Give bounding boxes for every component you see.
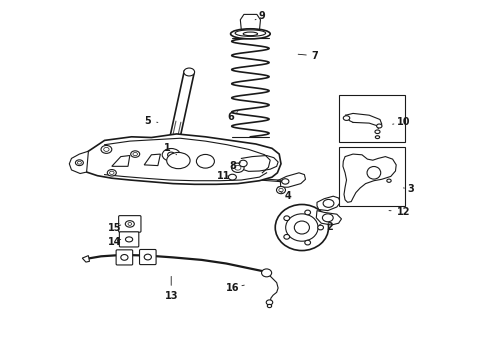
Polygon shape — [144, 154, 160, 166]
Ellipse shape — [268, 304, 271, 307]
Ellipse shape — [107, 170, 116, 176]
Polygon shape — [343, 154, 396, 202]
Text: 4: 4 — [280, 191, 292, 201]
Polygon shape — [240, 14, 261, 31]
Ellipse shape — [322, 214, 333, 222]
Text: 13: 13 — [165, 276, 178, 301]
Text: 9: 9 — [255, 11, 266, 21]
Ellipse shape — [133, 153, 138, 156]
Ellipse shape — [262, 269, 271, 277]
Ellipse shape — [284, 234, 290, 239]
Text: 16: 16 — [226, 283, 245, 293]
Ellipse shape — [276, 186, 286, 194]
Ellipse shape — [377, 124, 382, 128]
Ellipse shape — [104, 148, 109, 151]
Ellipse shape — [125, 221, 134, 227]
Text: 2: 2 — [319, 222, 333, 232]
FancyBboxPatch shape — [140, 249, 156, 265]
Polygon shape — [316, 211, 342, 225]
Bar — [339, 147, 405, 206]
Ellipse shape — [275, 204, 328, 251]
Ellipse shape — [243, 32, 258, 36]
Text: 7: 7 — [298, 51, 319, 61]
Ellipse shape — [231, 29, 270, 39]
Ellipse shape — [228, 174, 236, 180]
Ellipse shape — [235, 165, 241, 170]
Ellipse shape — [77, 161, 81, 164]
Ellipse shape — [128, 222, 132, 225]
FancyBboxPatch shape — [120, 232, 139, 247]
Text: 14: 14 — [108, 237, 122, 247]
Ellipse shape — [125, 237, 133, 242]
FancyBboxPatch shape — [116, 250, 133, 265]
FancyBboxPatch shape — [119, 216, 141, 232]
Text: 5: 5 — [145, 116, 158, 126]
Ellipse shape — [375, 130, 380, 134]
Ellipse shape — [282, 179, 289, 184]
Ellipse shape — [305, 210, 311, 215]
Ellipse shape — [75, 160, 83, 166]
Polygon shape — [112, 156, 130, 166]
Ellipse shape — [121, 255, 128, 260]
Ellipse shape — [196, 154, 215, 168]
Ellipse shape — [168, 152, 175, 158]
Ellipse shape — [286, 214, 318, 241]
Text: 8: 8 — [229, 161, 241, 171]
Text: 10: 10 — [392, 117, 410, 127]
Ellipse shape — [387, 179, 391, 182]
Text: 12: 12 — [389, 207, 410, 217]
Ellipse shape — [305, 240, 311, 245]
Text: 6: 6 — [227, 112, 238, 122]
Ellipse shape — [144, 254, 151, 260]
Text: 15: 15 — [108, 222, 122, 233]
Text: 11: 11 — [218, 171, 231, 181]
Text: 1: 1 — [164, 143, 176, 155]
Ellipse shape — [323, 199, 334, 207]
Ellipse shape — [318, 225, 323, 230]
Text: 3: 3 — [403, 184, 414, 194]
Ellipse shape — [110, 171, 114, 174]
Bar — [339, 95, 405, 142]
Ellipse shape — [101, 145, 112, 153]
Ellipse shape — [343, 116, 350, 120]
Ellipse shape — [375, 136, 380, 139]
Ellipse shape — [235, 30, 266, 36]
Polygon shape — [81, 134, 281, 184]
Ellipse shape — [231, 163, 244, 172]
Ellipse shape — [279, 188, 283, 192]
Ellipse shape — [284, 216, 290, 221]
Ellipse shape — [162, 148, 180, 161]
Ellipse shape — [294, 221, 310, 234]
Ellipse shape — [239, 160, 247, 167]
Ellipse shape — [367, 166, 381, 179]
Ellipse shape — [131, 151, 140, 157]
Polygon shape — [317, 196, 341, 211]
Polygon shape — [82, 256, 90, 262]
Ellipse shape — [167, 152, 190, 168]
Ellipse shape — [184, 68, 195, 76]
Polygon shape — [69, 151, 88, 174]
Ellipse shape — [266, 300, 273, 305]
